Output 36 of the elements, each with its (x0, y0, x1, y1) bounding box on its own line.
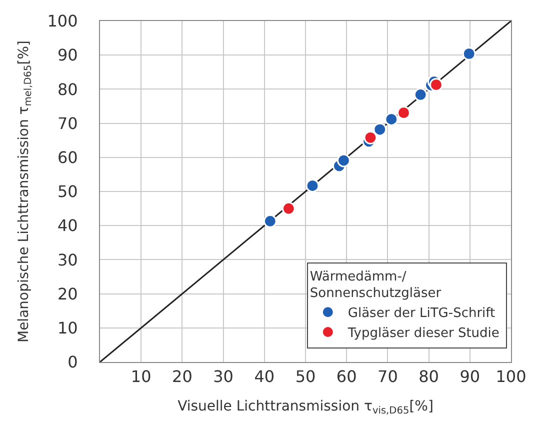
point (282, 202, 296, 216)
x-axis-title: Visuelle Lichttransmission τ$_{vis,D65}$[%] (178, 398, 434, 416)
legend-title: Wärmedämm-/ Sonnenschutzgläser (310, 269, 442, 302)
y-tick-label: 90 (57, 46, 78, 65)
y-tick-label: 100 (47, 12, 78, 31)
point (373, 122, 387, 136)
y-tick-label: 80 (57, 80, 78, 99)
y-tick-label: 0 (68, 352, 78, 372)
point (396, 106, 410, 120)
x-tick-label: 80 (418, 367, 439, 386)
x-tick-label: 10 (130, 367, 152, 386)
legend-label: Typgläser dieser Studie (346, 326, 500, 342)
point (263, 214, 277, 228)
x-tick-label: 20 (172, 367, 192, 386)
x-tick-label: 50 (295, 367, 316, 386)
x-tick-label: 70 (378, 367, 398, 386)
point (414, 88, 428, 102)
x-tick-label: 90 (460, 367, 480, 386)
x-tick-label: 40 (254, 367, 275, 386)
point (384, 112, 398, 126)
point (306, 178, 320, 192)
y-tick-label: 40 (57, 216, 78, 236)
y-tick-label: 10 (57, 318, 78, 338)
y-tick-label: 20 (57, 284, 78, 304)
x-tick-label: 60 (336, 367, 357, 386)
legend-label: Gläser der LiTG-Schrift (348, 306, 496, 322)
x-tick-label: 30 (213, 367, 234, 386)
point (429, 78, 443, 92)
y-tick-label: 30 (57, 250, 78, 270)
y-tick-label: 60 (57, 148, 78, 167)
point (336, 154, 350, 168)
y-tick-label: 50 (57, 182, 78, 202)
point (364, 130, 378, 144)
y-tick-label: 70 (57, 114, 78, 133)
x-tick-label: 100 (496, 367, 526, 386)
point (462, 46, 476, 60)
